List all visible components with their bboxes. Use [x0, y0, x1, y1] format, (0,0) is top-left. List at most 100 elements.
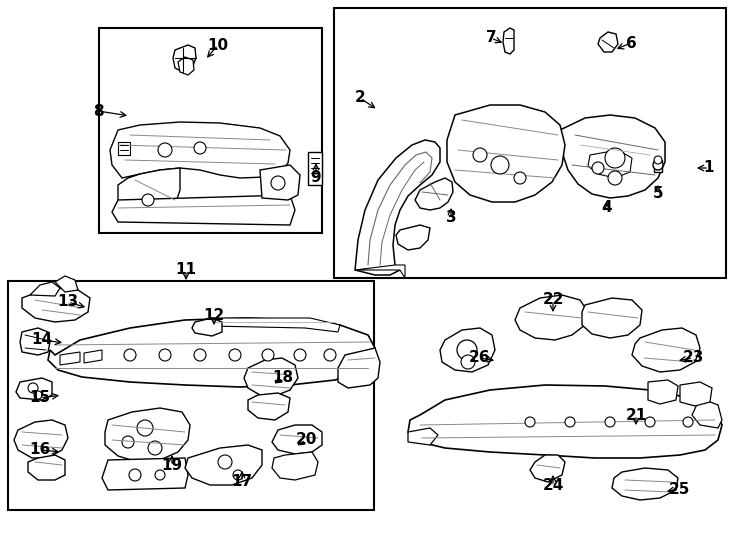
- Text: 19: 19: [161, 458, 183, 474]
- Polygon shape: [632, 328, 700, 372]
- Circle shape: [262, 349, 274, 361]
- Text: 12: 12: [203, 307, 225, 322]
- Text: 16: 16: [29, 442, 51, 457]
- Polygon shape: [16, 378, 52, 400]
- Text: 23: 23: [683, 350, 704, 366]
- Text: 15: 15: [29, 390, 51, 406]
- Polygon shape: [338, 348, 380, 388]
- Text: 10: 10: [208, 37, 228, 52]
- Polygon shape: [55, 276, 78, 292]
- Polygon shape: [588, 150, 632, 178]
- Circle shape: [324, 349, 336, 361]
- Circle shape: [229, 349, 241, 361]
- Polygon shape: [185, 445, 262, 485]
- Polygon shape: [14, 420, 68, 458]
- Text: 7: 7: [486, 30, 496, 45]
- Text: 5: 5: [653, 186, 664, 200]
- Polygon shape: [248, 393, 290, 420]
- Polygon shape: [178, 57, 194, 75]
- Text: 21: 21: [625, 408, 647, 422]
- Polygon shape: [692, 398, 722, 428]
- Bar: [334, 8, 726, 278]
- Bar: [99, 28, 322, 233]
- Circle shape: [129, 469, 141, 481]
- Polygon shape: [210, 318, 340, 332]
- Text: 22: 22: [542, 293, 564, 307]
- Circle shape: [605, 148, 625, 168]
- Circle shape: [218, 455, 232, 469]
- Bar: [8, 281, 374, 510]
- Polygon shape: [20, 328, 50, 355]
- Circle shape: [653, 160, 663, 170]
- Polygon shape: [408, 428, 438, 445]
- Polygon shape: [408, 385, 722, 458]
- Text: 17: 17: [231, 475, 252, 489]
- Text: 6: 6: [625, 36, 636, 51]
- Circle shape: [233, 470, 243, 480]
- Text: 8: 8: [92, 104, 103, 118]
- Circle shape: [158, 143, 172, 157]
- Polygon shape: [582, 298, 642, 338]
- Circle shape: [473, 148, 487, 162]
- Polygon shape: [560, 115, 665, 198]
- Circle shape: [34, 391, 42, 399]
- Polygon shape: [654, 160, 662, 172]
- Text: 13: 13: [57, 294, 79, 309]
- Polygon shape: [272, 452, 318, 480]
- Circle shape: [124, 349, 136, 361]
- Polygon shape: [110, 122, 290, 178]
- Polygon shape: [22, 288, 90, 322]
- Circle shape: [654, 156, 662, 164]
- Polygon shape: [648, 380, 678, 404]
- Polygon shape: [272, 425, 322, 454]
- Polygon shape: [260, 165, 300, 200]
- Circle shape: [155, 470, 165, 480]
- Circle shape: [645, 417, 655, 427]
- Polygon shape: [48, 318, 375, 387]
- Text: 14: 14: [32, 333, 53, 348]
- Polygon shape: [598, 32, 618, 52]
- Polygon shape: [355, 140, 440, 275]
- Text: 1: 1: [704, 160, 714, 176]
- Circle shape: [525, 417, 535, 427]
- Polygon shape: [118, 168, 180, 218]
- Circle shape: [159, 349, 171, 361]
- Circle shape: [592, 162, 604, 174]
- Polygon shape: [60, 352, 80, 365]
- Polygon shape: [173, 45, 196, 72]
- Circle shape: [294, 349, 306, 361]
- Polygon shape: [515, 295, 588, 340]
- Text: 26: 26: [469, 350, 491, 366]
- Circle shape: [565, 417, 575, 427]
- Circle shape: [605, 417, 615, 427]
- Text: 20: 20: [295, 433, 316, 448]
- Polygon shape: [84, 350, 102, 363]
- Text: 2: 2: [355, 91, 366, 105]
- Text: 18: 18: [272, 370, 294, 386]
- Text: 25: 25: [669, 482, 690, 496]
- Circle shape: [491, 156, 509, 174]
- Polygon shape: [680, 382, 712, 406]
- Circle shape: [194, 142, 206, 154]
- Polygon shape: [415, 178, 453, 210]
- Circle shape: [28, 383, 38, 393]
- Polygon shape: [447, 105, 565, 202]
- Circle shape: [461, 355, 475, 369]
- Text: 3: 3: [446, 211, 457, 226]
- Polygon shape: [355, 265, 405, 278]
- Polygon shape: [112, 195, 295, 225]
- Text: 9: 9: [310, 170, 321, 185]
- Polygon shape: [396, 225, 430, 250]
- Polygon shape: [530, 455, 565, 482]
- Circle shape: [137, 420, 153, 436]
- Circle shape: [683, 417, 693, 427]
- Circle shape: [122, 436, 134, 448]
- Polygon shape: [192, 318, 222, 336]
- Circle shape: [271, 176, 285, 190]
- Polygon shape: [440, 328, 495, 372]
- Polygon shape: [118, 142, 130, 155]
- Polygon shape: [30, 282, 60, 296]
- Circle shape: [514, 172, 526, 184]
- Polygon shape: [612, 468, 678, 500]
- Circle shape: [608, 171, 622, 185]
